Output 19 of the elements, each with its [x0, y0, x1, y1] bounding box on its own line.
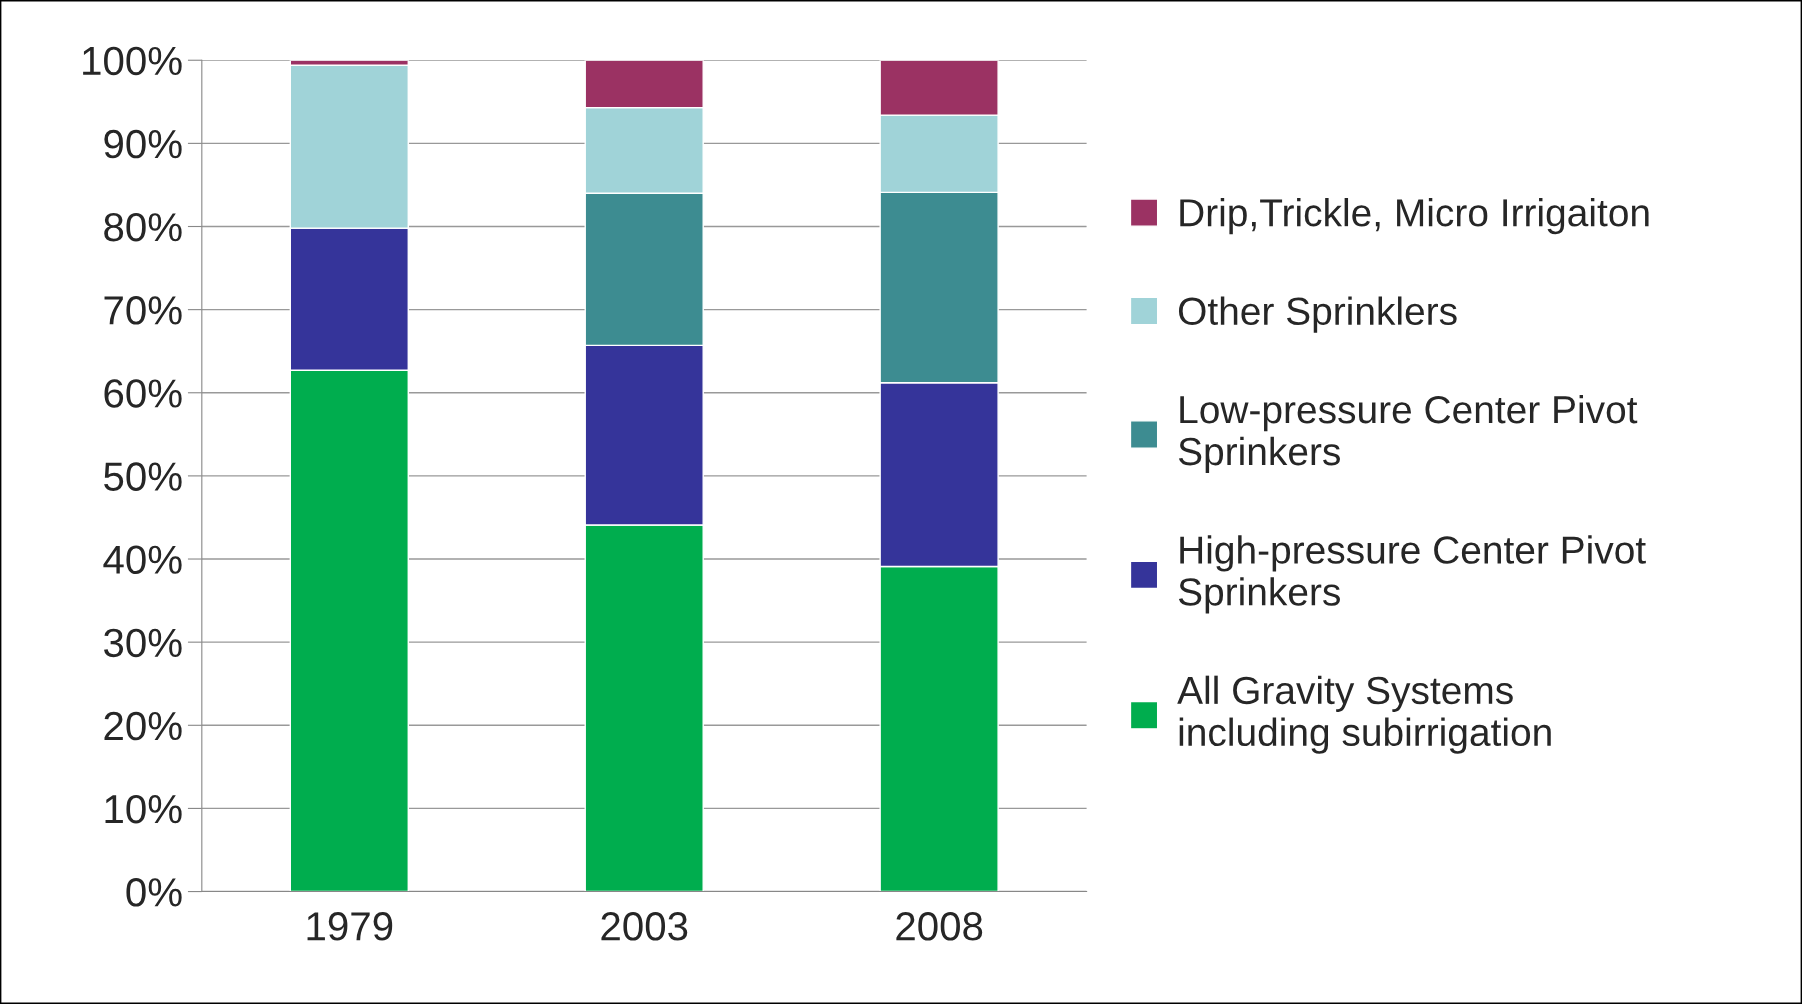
y-tick-label: 10% [105, 794, 182, 824]
y-tick-label: 70% [104, 296, 182, 325]
y-tick-label: 60% [104, 379, 182, 408]
legend-label: Other Sprinklers [1178, 296, 1457, 333]
y-tick-label: 100% [83, 46, 182, 76]
y-tick-label: 80% [104, 212, 182, 242]
legend-label: Drip,Trickle, Micro Irrigaiton [1180, 197, 1649, 235]
legend-label: All Gravity Systems including subirrigation [1177, 675, 1551, 754]
legend-label: Low-pressure Center Pivot Sprinkers [1178, 394, 1638, 474]
legend-label: High-pressure Center Pivot Sprinkers [1178, 535, 1646, 614]
y-tick-label: 30% [104, 628, 182, 658]
x-tick-label: 2008 [896, 912, 983, 941]
x-tick-label: 1979 [307, 912, 393, 941]
y-tick-label: 40% [103, 545, 182, 575]
y-tick-label: 20% [104, 711, 182, 741]
y-tick-label: 0% [126, 878, 182, 907]
y-tick-label: 90% [104, 129, 182, 159]
y-tick-label: 50% [104, 462, 182, 491]
x-tick-label: 2003 [601, 912, 688, 941]
